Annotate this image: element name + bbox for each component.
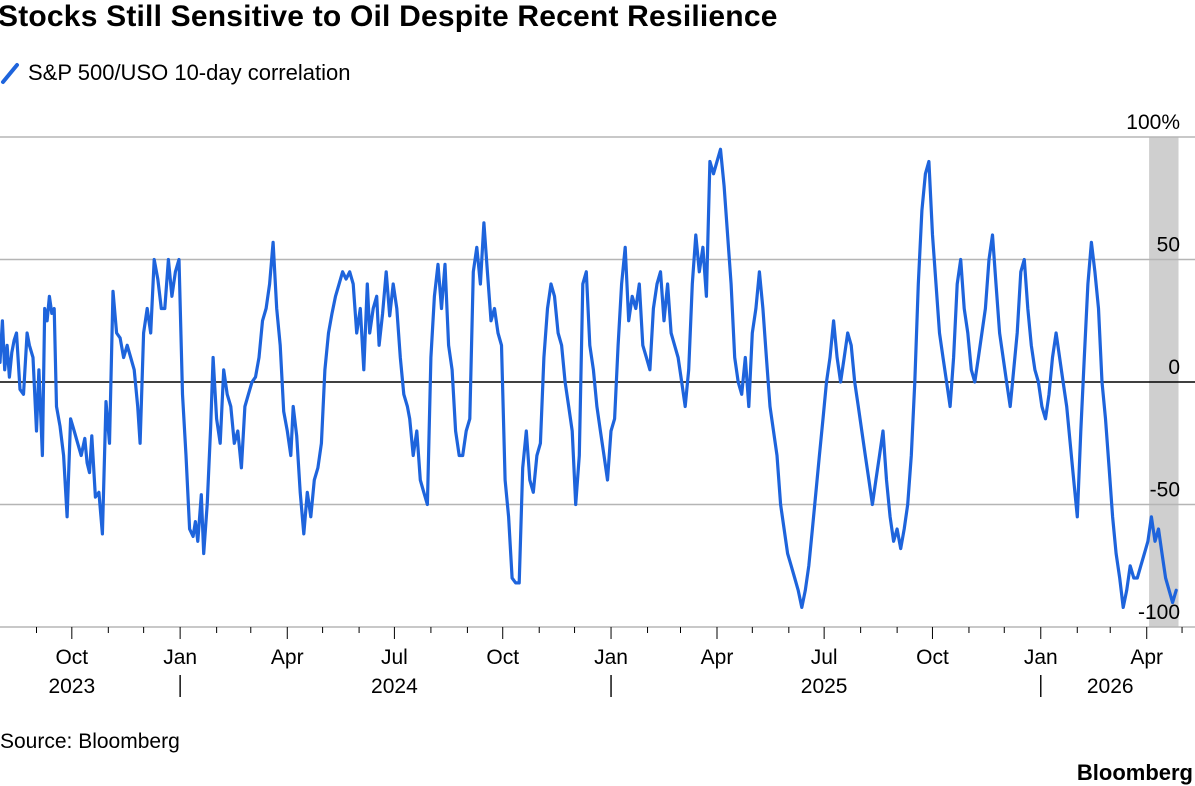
legend-line-icon <box>1 63 19 84</box>
y-tick-label: -100 <box>1138 601 1180 624</box>
year-label: 2023 <box>48 675 95 698</box>
x-tick-label: Jan <box>163 646 197 669</box>
x-tick-label: Oct <box>916 646 949 669</box>
x-tick-label: Apr <box>1130 646 1163 669</box>
y-tick-label: -50 <box>1150 479 1180 502</box>
x-tick-label: Oct <box>55 646 88 669</box>
y-tick-label: 50 <box>1157 234 1180 257</box>
year-label: 2025 <box>801 675 848 698</box>
series-line-0 <box>0 147 1178 609</box>
x-tick-label: Jul <box>381 646 408 669</box>
legend-label: S&P 500/USO 10-day correlation <box>28 60 351 85</box>
x-tick-label: Apr <box>701 646 734 669</box>
x-tick-label: Jul <box>811 646 838 669</box>
y-tick-label: 0 <box>1168 356 1180 379</box>
legend: S&P 500/USO 10-day correlation <box>0 58 350 88</box>
year-label: 2024 <box>371 675 418 698</box>
x-tick-label: Apr <box>271 646 304 669</box>
source-note: Source: Bloomberg <box>0 730 180 753</box>
x-tick-label: Jan <box>594 646 628 669</box>
y-tick-label: 100% <box>1126 111 1180 134</box>
x-tick-label: Jan <box>1024 646 1058 669</box>
year-label: 2026 <box>1087 675 1134 698</box>
chart-title: Stocks Still Sensitive to Oil Despite Re… <box>0 0 778 33</box>
bloomberg-logo: Bloomberg <box>1076 760 1193 785</box>
x-tick-label: Oct <box>486 646 519 669</box>
